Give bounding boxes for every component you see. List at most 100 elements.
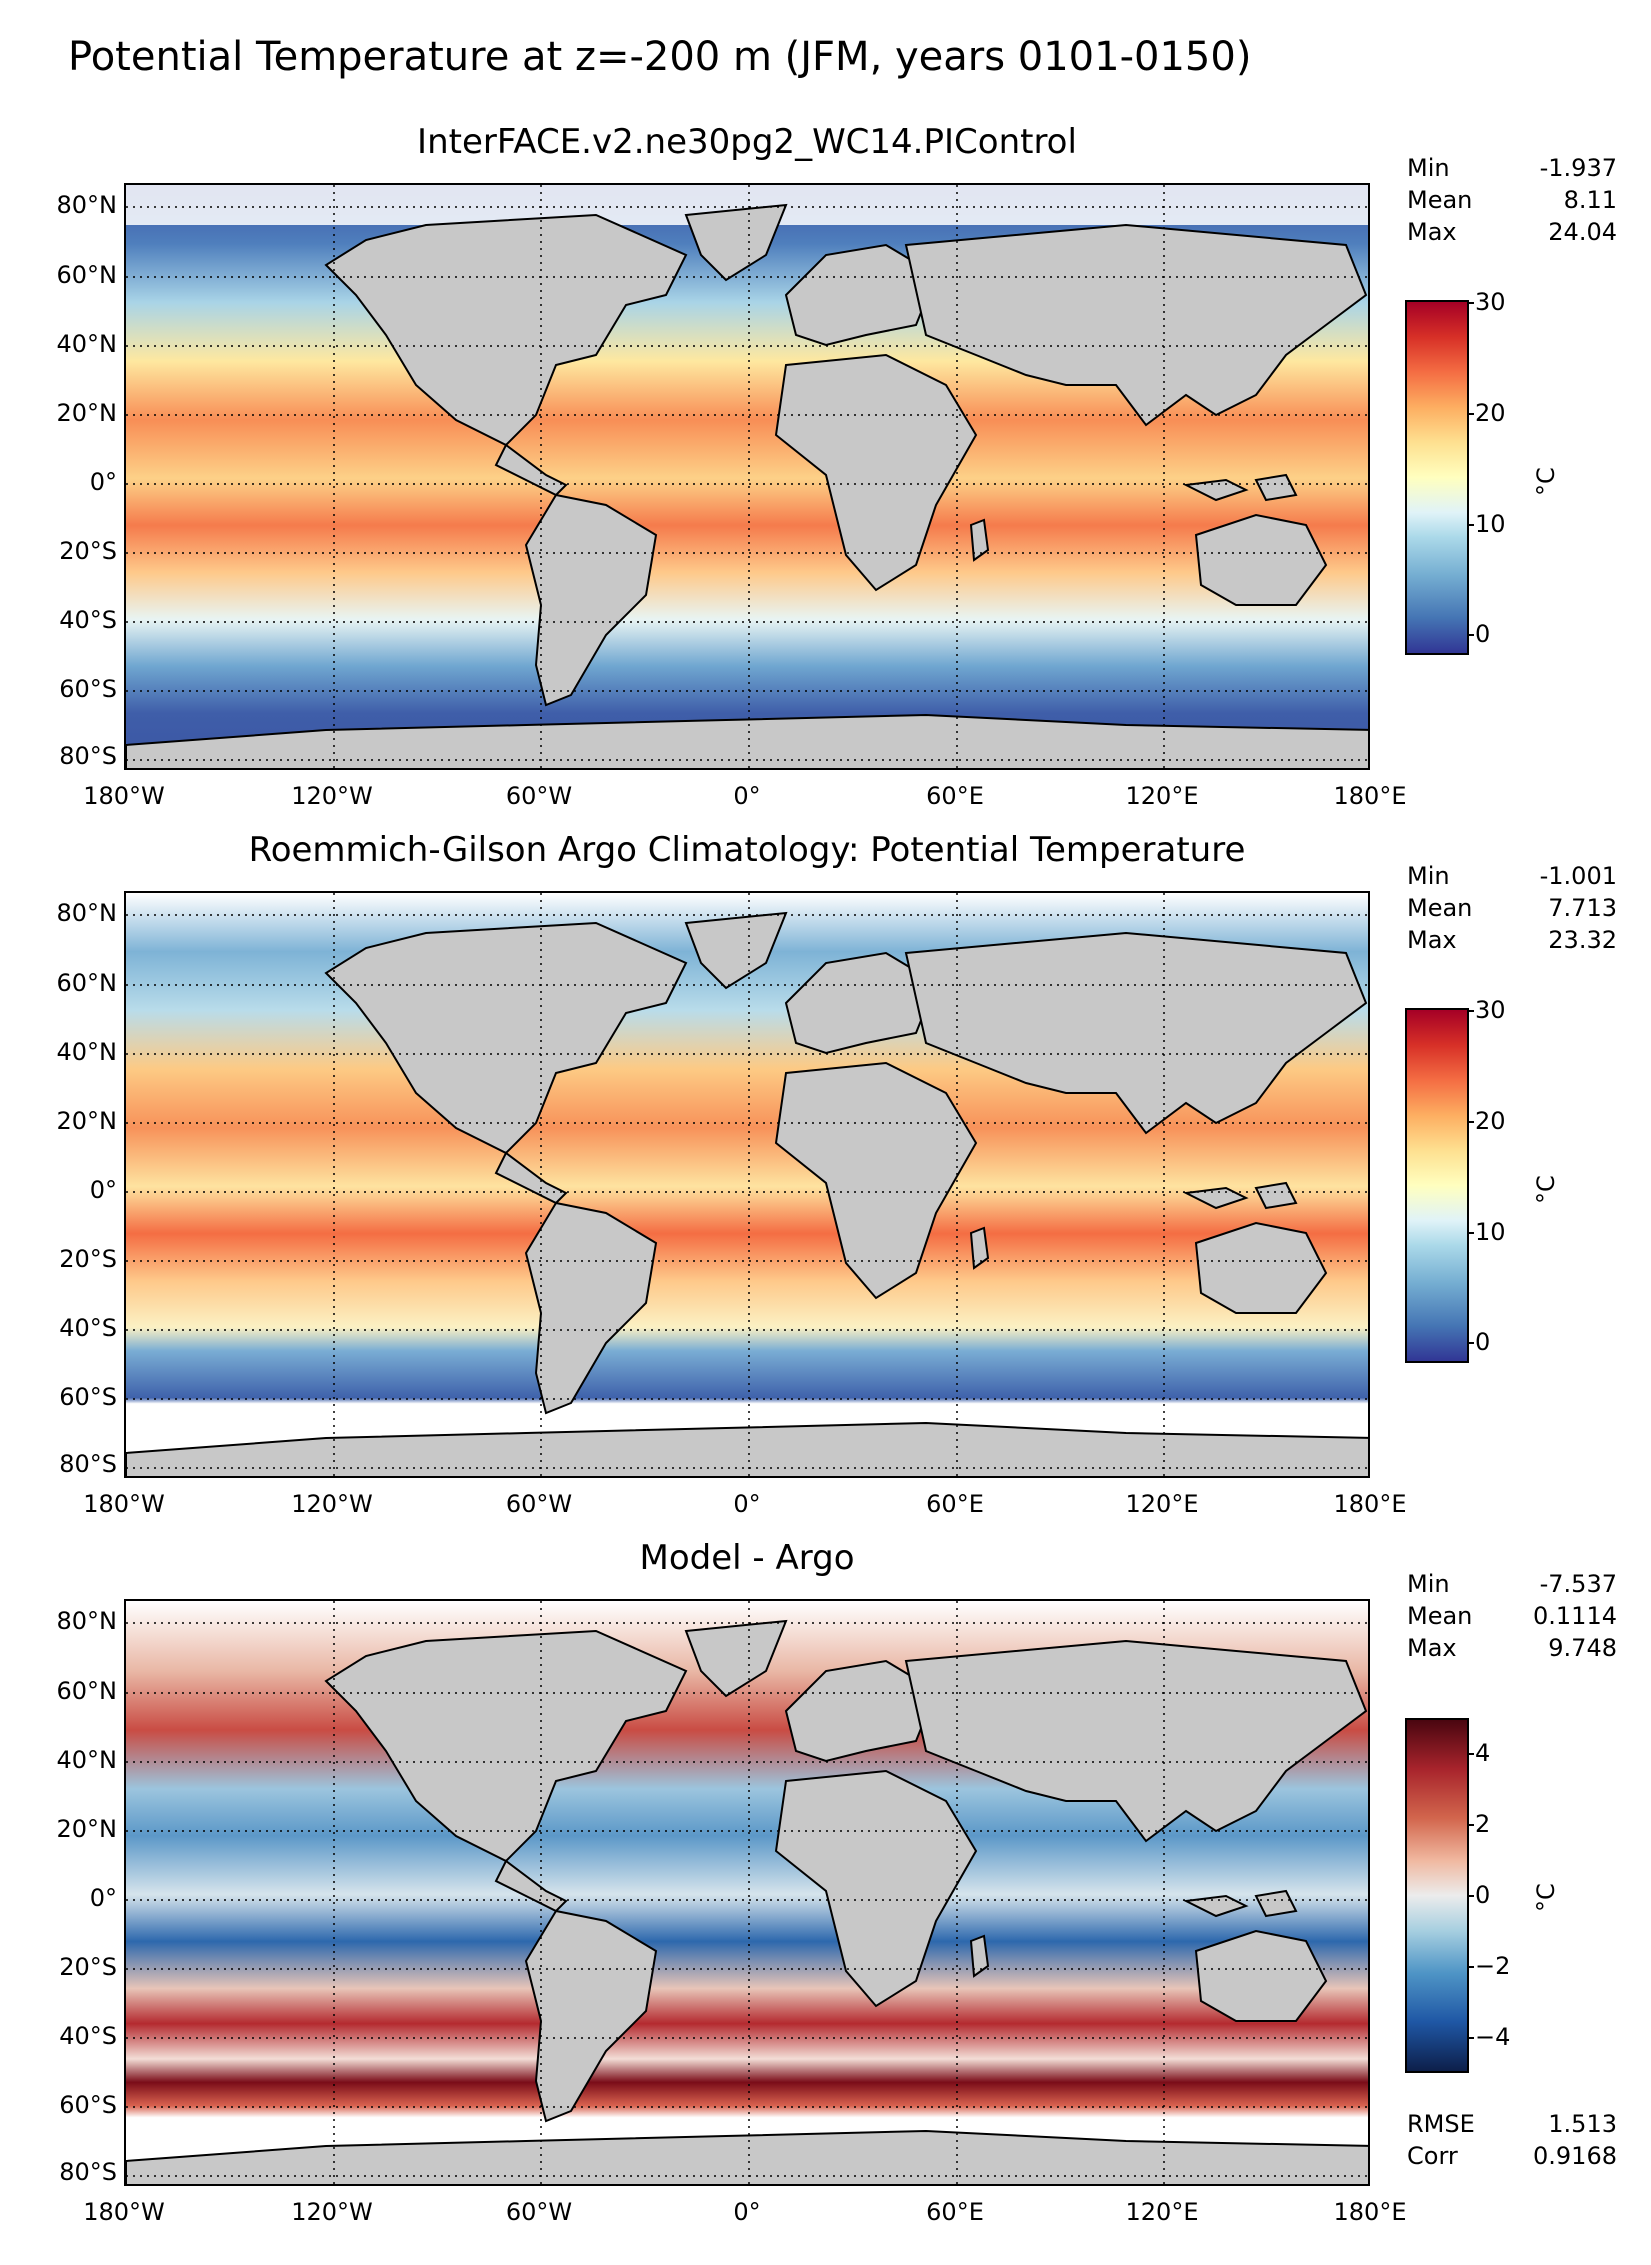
lon-label: 0°	[733, 1490, 761, 1518]
lon-label: 180°E	[1333, 1490, 1407, 1518]
colorbar-unit: °C	[1532, 467, 1560, 496]
colorbar-tick: 0	[1466, 1328, 1491, 1356]
colorbar-tick: 2	[1466, 1810, 1491, 1838]
lat-label: 60°S	[59, 2091, 117, 2119]
stat-min-label: Min	[1407, 154, 1450, 182]
lat-label: 20°N	[56, 1815, 118, 1843]
lat-label: 80°N	[56, 191, 118, 219]
lon-label: 120°W	[291, 782, 373, 810]
colorbar-tick: 20	[1467, 1107, 1506, 1135]
stat-max-label: Max	[1407, 1634, 1457, 1662]
lon-label: 180°E	[1333, 2198, 1407, 2226]
stat-max-label: Max	[1407, 926, 1457, 954]
lat-label: 20°N	[56, 399, 118, 427]
lat-label: 80°N	[56, 899, 118, 927]
lat-label: 60°N	[56, 261, 118, 289]
panel-3-colorbar	[1405, 1718, 1469, 2073]
stat-mean-label: Mean	[1407, 186, 1473, 214]
stat-mean-value: 8.11	[1563, 186, 1617, 214]
lat-label: 20°S	[59, 537, 117, 565]
colorbar-tick: 30	[1467, 288, 1506, 316]
lat-label: 40°N	[56, 330, 118, 358]
lon-label: 0°	[733, 2198, 761, 2226]
colorbar-tick: 30	[1467, 996, 1506, 1024]
panel-2-map	[124, 891, 1370, 1478]
panel-2-stats: Min -1.001 Mean 7.713 Max 23.32	[1407, 860, 1617, 956]
lon-label: 180°W	[83, 782, 165, 810]
panel-3-error-stats: RMSE 1.513 Corr 0.9168	[1407, 2108, 1617, 2172]
lon-label: 180°W	[83, 2198, 165, 2226]
lon-label: 60°W	[505, 782, 573, 810]
lon-label: 60°E	[926, 782, 984, 810]
lon-label: 60°E	[926, 2198, 984, 2226]
lat-label: 80°S	[59, 2158, 117, 2186]
panel-1-map	[124, 183, 1370, 770]
panel-1-colorbar	[1405, 300, 1469, 655]
lon-label: 0°	[733, 782, 761, 810]
stat-mean-value: 0.1114	[1533, 1602, 1617, 1630]
lon-label: 60°E	[926, 1490, 984, 1518]
colorbar-tick: 0	[1466, 1881, 1491, 1909]
panel-1-title: InterFACE.v2.ne30pg2_WC14.PIControl	[417, 122, 1077, 162]
corr-value: 0.9168	[1533, 2142, 1617, 2170]
colorbar-unit: °C	[1532, 1883, 1560, 1912]
lat-label: 0°	[89, 468, 117, 496]
stat-min-value: -1.001	[1539, 862, 1617, 890]
lat-label: 60°N	[56, 1677, 118, 1705]
stat-mean-label: Mean	[1407, 894, 1473, 922]
colorbar-tick: −2	[1466, 1952, 1511, 1980]
lat-label: 20°N	[56, 1107, 118, 1135]
lat-label: 0°	[89, 1176, 117, 1204]
rmse-value: 1.513	[1548, 2110, 1617, 2138]
panel-2-colorbar	[1405, 1008, 1469, 1363]
stat-min-value: -1.937	[1539, 154, 1617, 182]
lon-label: 120°W	[291, 1490, 373, 1518]
lat-label: 80°N	[56, 1607, 118, 1635]
lat-label: 40°S	[59, 1314, 117, 1342]
lat-label: 40°S	[59, 606, 117, 634]
panel-2-title: Roemmich-Gilson Argo Climatology: Potent…	[248, 830, 1246, 870]
lat-label: 60°N	[56, 969, 118, 997]
stat-max-value: 24.04	[1548, 218, 1617, 246]
panel-3-stats: Min -7.537 Mean 0.1114 Max 9.748	[1407, 1568, 1617, 1664]
figure-title: Potential Temperature at z=-200 m (JFM, …	[68, 34, 1252, 80]
colorbar-tick: 10	[1467, 1218, 1506, 1246]
colorbar-tick: −4	[1466, 2023, 1511, 2051]
lat-label: 40°S	[59, 2022, 117, 2050]
lon-label: 180°W	[83, 1490, 165, 1518]
stat-mean-label: Mean	[1407, 1602, 1473, 1630]
lat-label: 60°S	[59, 675, 117, 703]
stat-min-label: Min	[1407, 862, 1450, 890]
colorbar-tick: 4	[1466, 1739, 1491, 1767]
lat-label: 80°S	[59, 742, 117, 770]
lon-label: 60°W	[505, 1490, 573, 1518]
lon-label: 120°W	[291, 2198, 373, 2226]
colorbar-tick: 10	[1467, 510, 1506, 538]
panel-3-map	[124, 1599, 1370, 2186]
lon-label: 120°E	[1125, 1490, 1199, 1518]
stat-mean-value: 7.713	[1548, 894, 1617, 922]
lat-label: 20°S	[59, 1245, 117, 1273]
lat-label: 20°S	[59, 1953, 117, 1981]
colorbar-unit: °C	[1532, 1175, 1560, 1204]
lon-label: 120°E	[1125, 2198, 1199, 2226]
colorbar-tick: 20	[1467, 399, 1506, 427]
lon-label: 120°E	[1125, 782, 1199, 810]
lon-label: 60°W	[505, 2198, 573, 2226]
lon-label: 180°E	[1333, 782, 1407, 810]
stat-max-label: Max	[1407, 218, 1457, 246]
colorbar-tick: 0	[1466, 620, 1491, 648]
lat-label: 40°N	[56, 1746, 118, 1774]
lat-label: 60°S	[59, 1383, 117, 1411]
lat-label: 0°	[89, 1884, 117, 1912]
rmse-label: RMSE	[1407, 2110, 1475, 2138]
stat-max-value: 23.32	[1548, 926, 1617, 954]
lat-label: 40°N	[56, 1038, 118, 1066]
stat-min-value: -7.537	[1539, 1570, 1617, 1598]
panel-1-stats: Min -1.937 Mean 8.11 Max 24.04	[1407, 152, 1617, 248]
lat-label: 80°S	[59, 1450, 117, 1478]
stat-min-label: Min	[1407, 1570, 1450, 1598]
corr-label: Corr	[1407, 2142, 1458, 2170]
stat-max-value: 9.748	[1548, 1634, 1617, 1662]
panel-3-title: Model - Argo	[639, 1538, 855, 1578]
